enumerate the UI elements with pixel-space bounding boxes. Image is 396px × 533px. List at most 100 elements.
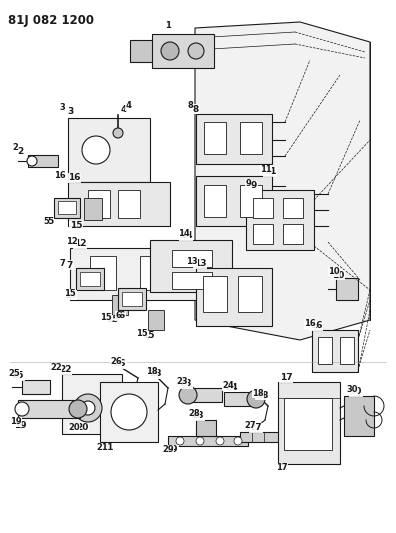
Circle shape [74,394,102,422]
Bar [88,190,110,218]
Text: 17: 17 [280,374,292,383]
Text: 16: 16 [54,171,66,180]
Text: 11: 11 [264,167,276,176]
Text: 14: 14 [180,231,192,240]
Circle shape [81,401,95,415]
Bar [100,382,158,442]
Text: 28: 28 [188,409,200,418]
Text: 1: 1 [165,20,171,29]
Text: 21: 21 [102,443,114,453]
Text: 9: 9 [251,182,257,190]
Bar [90,256,116,290]
Text: 15: 15 [64,289,76,298]
Text: 8: 8 [187,101,193,110]
Circle shape [188,43,204,59]
Text: 10: 10 [328,268,340,277]
Text: 16: 16 [68,174,80,182]
Text: 18: 18 [252,389,264,398]
Text: 15: 15 [70,222,82,230]
Polygon shape [195,22,370,340]
Text: 29: 29 [166,446,178,455]
Text: 23: 23 [176,377,188,386]
Text: 18: 18 [146,367,158,376]
Bar [203,276,227,312]
Bar [318,337,332,364]
Text: 15: 15 [64,290,76,300]
Bar [54,198,80,218]
Text: 22: 22 [50,364,62,373]
Circle shape [179,386,197,404]
Text: 26: 26 [110,357,122,366]
Text: 15: 15 [142,332,154,341]
Circle shape [216,437,224,445]
Text: 4: 4 [121,106,127,115]
Text: 17: 17 [276,464,288,472]
Text: 25: 25 [8,369,20,378]
Circle shape [196,437,204,445]
Text: 24: 24 [226,383,238,392]
Circle shape [69,400,87,418]
Bar [28,155,58,167]
Bar [204,185,226,217]
Bar [344,396,374,436]
Text: 2: 2 [12,143,18,152]
Bar [76,270,92,290]
Bar [196,114,272,164]
Circle shape [247,390,265,408]
Text: 15: 15 [136,329,148,338]
Text: 28: 28 [192,411,204,421]
Text: 19: 19 [10,417,22,426]
Text: 15: 15 [106,316,118,325]
Bar [22,380,50,394]
Text: 3: 3 [67,108,73,117]
Circle shape [234,437,242,445]
Bar [122,292,142,306]
Bar [76,268,104,290]
Circle shape [176,437,184,445]
Bar [130,40,154,62]
Bar [112,295,128,315]
Bar [196,176,272,226]
Bar [68,182,170,226]
Circle shape [82,136,110,164]
Text: 5: 5 [47,217,53,227]
Text: 11: 11 [260,166,272,174]
Bar [253,198,273,218]
Bar [172,272,212,289]
Bar [18,400,80,418]
Bar [283,224,303,244]
Text: 22: 22 [59,366,71,375]
Text: 30: 30 [346,385,358,394]
Text: 12: 12 [74,239,86,248]
Bar [284,398,332,450]
Text: 16: 16 [304,319,316,328]
Circle shape [161,42,179,60]
Bar [224,392,258,406]
Circle shape [111,394,147,430]
Bar [340,337,354,364]
Bar [84,198,102,220]
Text: 7: 7 [59,260,65,269]
Bar [186,388,222,402]
Text: 13: 13 [186,257,198,266]
Text: 16: 16 [310,321,322,330]
Bar [62,374,122,434]
Text: 81J 082 1200: 81J 082 1200 [8,14,94,27]
Bar [246,190,314,250]
Bar [253,224,273,244]
Circle shape [27,156,37,166]
Bar [312,330,358,372]
Bar [118,190,140,218]
Text: 30: 30 [350,387,362,397]
Bar [240,185,262,217]
Text: 26: 26 [114,359,126,368]
Text: 27: 27 [250,424,262,432]
Bar [68,118,150,182]
Text: 20: 20 [68,424,80,432]
Bar [283,198,303,218]
Text: 24: 24 [222,382,234,391]
Text: 18: 18 [256,391,268,400]
Text: 23: 23 [180,379,192,389]
Bar [172,250,212,267]
Text: 9: 9 [245,180,251,189]
